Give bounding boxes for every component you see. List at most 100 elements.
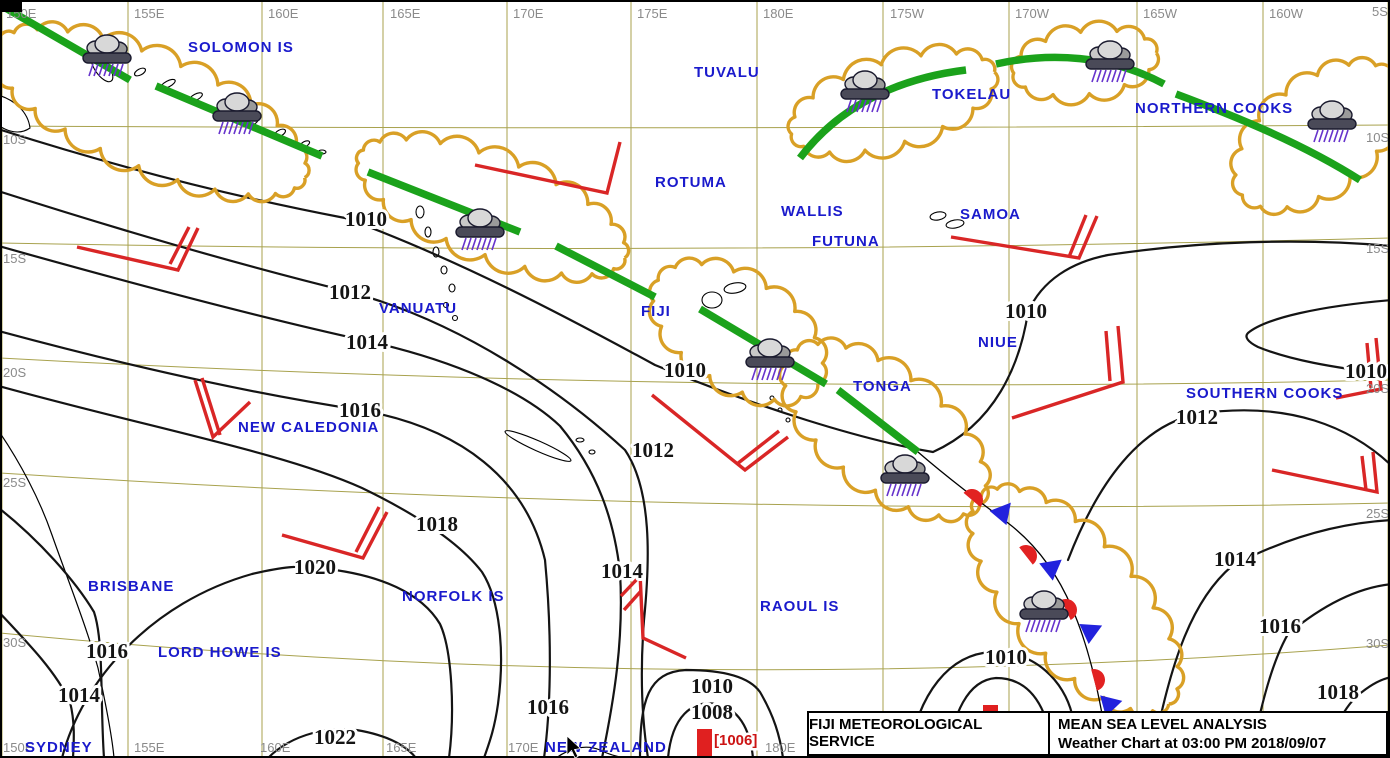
mouse-cursor (566, 735, 582, 758)
weather-front (917, 451, 1126, 758)
isobar-value-label: 1010 (1005, 299, 1047, 323)
longitude-label: 170W (1015, 6, 1050, 21)
rain-cloud-icon (880, 454, 930, 497)
isobar-value-label: 1010 (664, 358, 706, 382)
isobar-value-label: 1010 (985, 645, 1027, 669)
longitude-label: 170E (508, 740, 539, 755)
cloud-area-outline (786, 42, 1000, 164)
map-labels: 150E 155E 160E 165E 170E 175E 180E 175W 170W 165W… (3, 4, 1390, 756)
place-label: WALLIS (781, 203, 844, 220)
cloud-area-outline (647, 256, 829, 408)
place-label: VANUATU (379, 300, 457, 317)
latitude-label: 15S (3, 251, 26, 266)
cloud-area-outline (1229, 55, 1390, 217)
longitude-label: 170E (513, 6, 544, 21)
isobar-value-label: 1018 (1317, 680, 1359, 704)
longitude-label: 160E (260, 740, 291, 755)
rain-cloud-icons (82, 34, 1357, 633)
isobar-value-label: 1018 (416, 512, 458, 536)
place-label: LORD HOWE IS (158, 644, 282, 661)
parallel-line (0, 472, 1390, 508)
rain-cloud-icon (1085, 40, 1135, 83)
isobar-value-label: 1012 (329, 280, 371, 304)
isobar-value-label: 1016 (339, 398, 381, 422)
longitude-label: 160W (1269, 6, 1304, 21)
place-label: SAMOA (960, 206, 1021, 223)
latitude-label: 20S (3, 365, 26, 380)
place-label: NEW ZEALAND (545, 739, 667, 756)
cloud-area-outline (354, 130, 631, 284)
analysis-title: MEAN SEA LEVEL ANALYSIS (1058, 716, 1267, 733)
isobar-value-label: 1012 (1176, 405, 1218, 429)
latitude-label: 30S (3, 635, 26, 650)
cloud-area-outline (0, 20, 311, 204)
pressure-markers (697, 705, 998, 757)
wind-barb-icon (281, 506, 389, 561)
wind-barb-icon (650, 393, 790, 473)
low-center-marker (983, 705, 998, 713)
wind-barb-icon (1271, 451, 1379, 495)
rain-cloud-icon (745, 338, 795, 381)
rain-cloud-icon (1019, 590, 1069, 633)
place-label: SOLOMON IS (188, 39, 294, 56)
longitude-label: 160E (268, 6, 299, 21)
place-label: NIUE (978, 334, 1018, 351)
place-label: SYDNEY (25, 739, 93, 756)
cold-front-triangle-icon (1039, 551, 1069, 581)
corner-mark (0, 0, 22, 12)
isobar-value-label: 1016 (527, 695, 569, 719)
issue-time: Weather Chart at 03:00 PM 2018/09/07 (1058, 735, 1327, 752)
latitude-label: 25S (3, 475, 26, 490)
isobar-value-label: 1020 (294, 555, 336, 579)
longitude-label: 165E (386, 740, 417, 755)
isobar-value-label: 1016 (86, 639, 128, 663)
warm-front-semicircle-icon (1091, 666, 1108, 691)
place-label: NORFOLK IS (402, 588, 505, 605)
product-title: MEAN SEA LEVEL ANALYSIS Weather Chart at… (1050, 713, 1386, 754)
wind-barb-icon (619, 572, 687, 660)
longitude-label: 165W (1143, 6, 1178, 21)
isobar-value-label: 1016 (1259, 614, 1301, 638)
parallel-line (0, 237, 1390, 249)
rain-cloud-icon (840, 70, 890, 113)
latitude-label: 10S (3, 132, 26, 147)
place-label: NEW CALEDONIA (238, 419, 379, 436)
longitude-label: 175E (637, 6, 668, 21)
isobar-value-label: 1010 (345, 207, 387, 231)
low-pressure-value-label: [1006] (714, 732, 757, 749)
wind-barb-icon (1011, 325, 1125, 420)
latitude-label: 25S (1366, 506, 1389, 521)
latitude-label: 20S (1366, 381, 1389, 396)
title-block: FIJI METEOROLOGICAL SERVICE MEAN SEA LEV… (807, 711, 1388, 756)
place-label: FIJI (641, 303, 671, 320)
place-label: ROTUMA (655, 174, 727, 191)
rain-cloud-icon (455, 208, 505, 251)
latitude-label: 30S (1366, 636, 1389, 651)
agency-name: FIJI METEOROLOGICAL SERVICE (809, 713, 1050, 754)
longitude-label: 165E (390, 6, 421, 21)
isobar-value-label: 1014 (58, 683, 101, 707)
wind-barb-icon (193, 377, 252, 441)
longitude-label: 180E (763, 6, 794, 21)
parallel-line (0, 357, 1390, 386)
wind-barbs (76, 141, 1383, 660)
cold-front-triangle-icon (989, 495, 1020, 526)
latitude-label: 15S (1366, 241, 1389, 256)
place-label: FUTUNA (812, 233, 880, 250)
isobar-value-label: 1008 (691, 700, 733, 724)
place-label: SOUTHERN COOKS (1186, 385, 1343, 402)
longitude-label: 155E (134, 740, 165, 755)
isobar-value-label: 1014 (346, 330, 389, 354)
wind-barb-icon (474, 141, 622, 196)
place-label: TONGA (853, 378, 912, 395)
low-center-marker (697, 729, 712, 757)
parallel-line (0, 124, 1390, 129)
longitude-label: 180E (765, 740, 796, 755)
isobar-value-label: 1014 (601, 559, 644, 583)
longitude-label: 150E (3, 740, 34, 755)
longitude-label: 155E (134, 6, 165, 21)
isobar-value-label: 1012 (632, 438, 674, 462)
